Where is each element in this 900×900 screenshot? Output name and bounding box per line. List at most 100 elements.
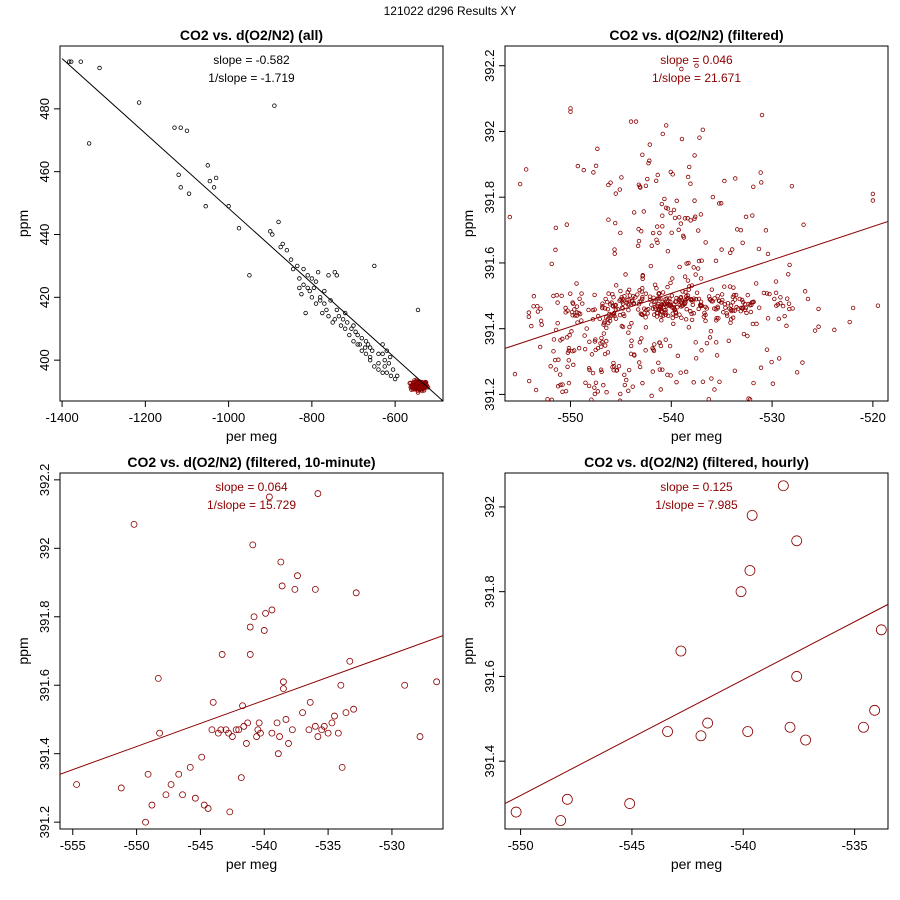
data-point xyxy=(355,332,360,338)
data-point xyxy=(346,657,354,665)
data-point xyxy=(628,343,634,349)
x-tick-label: -540 xyxy=(251,838,277,853)
x-tick-label: -800 xyxy=(299,410,325,425)
data-point xyxy=(640,380,645,386)
data-point xyxy=(301,266,306,272)
data-point xyxy=(637,340,643,345)
x-axis-label: per meg xyxy=(671,428,722,444)
data-point xyxy=(538,318,544,324)
data-point xyxy=(507,214,513,220)
data-point xyxy=(731,293,737,298)
y-axis-label: ppm xyxy=(15,210,31,237)
data-point xyxy=(640,296,645,302)
data-point xyxy=(567,333,572,338)
data-point xyxy=(322,301,327,306)
fit-line xyxy=(505,221,888,349)
data-point xyxy=(733,292,739,298)
data-point xyxy=(294,572,301,580)
data-point xyxy=(847,319,852,325)
data-point xyxy=(652,282,658,287)
data-point xyxy=(695,730,707,742)
data-point xyxy=(647,294,653,299)
data-point xyxy=(359,348,365,353)
data-point xyxy=(646,307,651,312)
data-point xyxy=(772,296,777,302)
data-point xyxy=(602,351,608,357)
data-point xyxy=(643,325,649,330)
data-point xyxy=(384,370,389,375)
data-point xyxy=(633,119,639,124)
data-point xyxy=(776,316,782,322)
data-point xyxy=(662,726,673,737)
data-point xyxy=(610,303,616,308)
data-point xyxy=(703,312,708,318)
y-tick-label: 391.6 xyxy=(37,669,52,702)
data-point xyxy=(703,318,708,324)
data-point xyxy=(650,346,655,351)
data-point xyxy=(337,681,345,689)
data-point xyxy=(69,59,74,64)
data-point xyxy=(776,356,782,361)
data-point xyxy=(184,128,190,134)
data-point xyxy=(382,357,387,363)
data-point xyxy=(342,326,348,331)
data-point xyxy=(555,321,560,326)
data-point xyxy=(317,295,323,300)
data-point xyxy=(631,210,637,215)
data-point xyxy=(288,257,294,262)
data-point xyxy=(246,623,254,631)
data-point xyxy=(780,303,786,309)
y-tick-label: 391.4 xyxy=(37,737,52,770)
data-point xyxy=(334,307,340,313)
data-point xyxy=(719,247,724,252)
data-point xyxy=(568,291,573,296)
x-tick-label: -540 xyxy=(730,838,756,853)
data-point xyxy=(653,299,658,304)
data-point xyxy=(635,292,640,297)
data-point xyxy=(869,704,881,716)
data-point xyxy=(680,233,686,239)
data-point xyxy=(330,320,335,325)
data-point xyxy=(671,305,676,310)
data-point xyxy=(260,627,268,634)
data-point xyxy=(625,290,630,295)
data-point xyxy=(765,251,771,257)
data-point xyxy=(222,726,230,734)
data-point xyxy=(176,172,181,178)
data-point xyxy=(643,183,649,189)
data-point xyxy=(553,247,558,253)
data-point xyxy=(659,302,665,307)
data-point xyxy=(702,310,707,316)
data-point xyxy=(512,371,518,377)
data-point xyxy=(604,325,609,331)
data-point xyxy=(278,244,283,250)
data-point xyxy=(350,705,358,713)
data-point xyxy=(649,393,654,399)
data-point xyxy=(579,291,584,296)
data-point xyxy=(347,332,352,338)
data-point xyxy=(320,310,325,316)
data-point xyxy=(655,172,660,178)
data-point xyxy=(660,213,665,218)
data-point xyxy=(683,369,689,375)
data-point xyxy=(255,719,263,727)
data-point xyxy=(674,379,679,385)
data-point xyxy=(719,201,724,206)
data-point xyxy=(581,167,586,173)
data-point xyxy=(582,333,587,338)
data-point xyxy=(582,346,588,352)
y-tick-label: 391.8 xyxy=(482,181,497,214)
data-point xyxy=(731,285,736,290)
data-point xyxy=(708,329,714,334)
data-point xyxy=(673,311,679,316)
plot-title: CO2 vs. d(O2/N2) (filtered, 10-minute) xyxy=(127,454,375,470)
data-point xyxy=(142,818,149,826)
y-axis-label: ppm xyxy=(15,637,31,664)
data-point xyxy=(376,351,381,357)
data-point xyxy=(698,276,704,281)
data-point xyxy=(744,565,756,576)
x-tick-label: -530 xyxy=(379,838,405,853)
data-point xyxy=(560,336,565,342)
slope-annotation: 1/slope = -1.719 xyxy=(208,71,295,85)
